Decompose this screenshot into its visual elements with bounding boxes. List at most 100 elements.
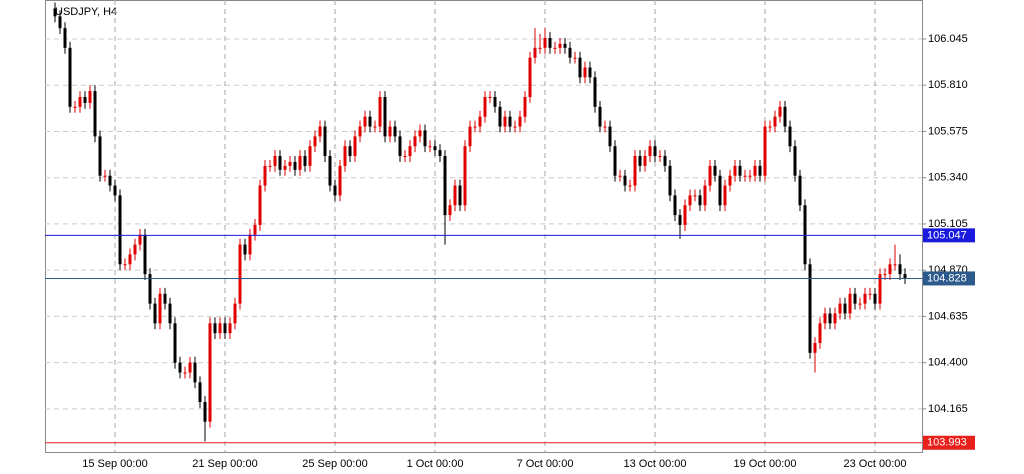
candle-body [273, 156, 277, 166]
candle-body [383, 97, 387, 137]
candle-body [493, 97, 497, 107]
candle-body [553, 47, 557, 49]
candle-body [178, 362, 182, 373]
candle-body [93, 91, 97, 137]
candle-body [63, 28, 67, 48]
candle-body [698, 195, 702, 206]
candle-body [68, 47, 72, 107]
chart-title: USDJPY, H4 [55, 6, 117, 18]
candle-body [473, 126, 477, 128]
candle-body [463, 146, 467, 206]
candle-body [443, 156, 447, 216]
candle-body [678, 215, 682, 225]
candle-body [338, 165, 342, 196]
candle-body [353, 136, 357, 157]
candle-body [78, 97, 82, 107]
candle-body [333, 185, 337, 196]
candle-body [228, 323, 232, 334]
price-level-label: 105.047 [927, 229, 967, 241]
candle-body [103, 175, 107, 177]
x-tick-label: 7 Oct 00:00 [517, 458, 574, 470]
candle-body [748, 175, 752, 177]
y-tick-label: 104.635 [928, 310, 968, 322]
candle-body [893, 264, 897, 266]
candle-body [163, 293, 167, 304]
candle-body [438, 150, 442, 157]
candle-body [503, 116, 507, 127]
candle-body [713, 165, 717, 176]
candle-body [643, 156, 647, 166]
candle-body [618, 175, 622, 177]
candle-body [203, 402, 207, 422]
candle-body [568, 47, 572, 58]
candle-body [843, 303, 847, 314]
candle-body [658, 156, 662, 158]
candle-body [813, 342, 817, 353]
candle-body [858, 303, 862, 305]
y-tick-label: 104.165 [928, 403, 968, 415]
candle-body [533, 47, 537, 58]
candle-body [208, 323, 212, 422]
candle-body [348, 146, 352, 157]
candle-body [483, 97, 487, 117]
candle-body [263, 165, 267, 186]
candle-body [193, 362, 197, 383]
y-tick-label: 105.105 [928, 218, 968, 230]
y-tick-label: 104.400 [928, 357, 968, 369]
candle-body [183, 372, 187, 374]
candle-body [578, 57, 582, 78]
candle-body [118, 195, 122, 265]
candle-body [123, 264, 127, 266]
candle-body [288, 161, 292, 166]
candle-body [423, 130, 427, 147]
candle-body [783, 106, 787, 127]
candle-body [158, 293, 162, 324]
candle-body [888, 264, 892, 275]
candle-body [853, 293, 857, 304]
candle-body [478, 116, 482, 127]
candle-body [763, 126, 767, 176]
candle-body [368, 116, 372, 127]
candle-body [633, 156, 637, 186]
candle-body [198, 382, 202, 403]
candle-body [688, 195, 692, 206]
candle-body [128, 254, 132, 265]
candle-body [818, 323, 822, 343]
candle-body [138, 234, 142, 245]
y-tick-label: 105.575 [928, 125, 968, 137]
candle-body [708, 165, 712, 186]
candle-body [168, 303, 172, 324]
candle-body [453, 185, 457, 206]
candle-body [743, 175, 747, 177]
candle-body [143, 234, 147, 275]
candle-body [663, 156, 667, 166]
candle-body [878, 274, 882, 304]
candle-body [253, 224, 257, 235]
candle-body [653, 146, 657, 157]
candle-body [408, 146, 412, 157]
candle-body [318, 126, 322, 137]
candle-body [58, 16, 62, 29]
y-tick-label: 105.810 [928, 79, 968, 91]
x-tick-label: 25 Sep 00:00 [302, 458, 367, 470]
candle-body [868, 293, 872, 295]
candle-body [558, 43, 562, 48]
candle-body [608, 126, 612, 147]
candle-body [808, 264, 812, 353]
candle-body [248, 234, 252, 255]
price-level-tag [923, 435, 975, 450]
candle-body [683, 205, 687, 225]
candle-body [323, 126, 327, 157]
price-level-label: 104.828 [927, 272, 967, 284]
candle-body [343, 146, 347, 166]
candle-body [623, 175, 627, 186]
candle-body [778, 106, 782, 117]
candle-body [548, 37, 552, 48]
price-level-tag [923, 228, 975, 243]
candle-body [433, 146, 437, 151]
candle-body [393, 126, 397, 137]
candle-body [648, 146, 652, 157]
candle-body [413, 136, 417, 147]
candle-body [148, 274, 152, 304]
